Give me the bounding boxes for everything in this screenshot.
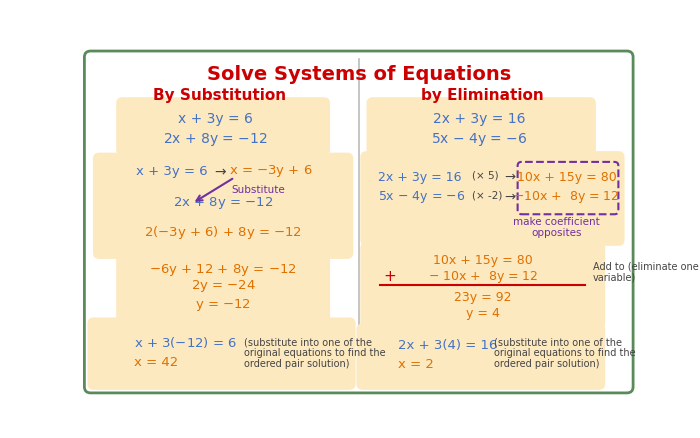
Text: original equations to find the: original equations to find the — [244, 348, 386, 358]
FancyBboxPatch shape — [85, 51, 633, 393]
FancyBboxPatch shape — [367, 97, 596, 156]
Text: 2x + 8y = $-$12: 2x + 8y = $-$12 — [163, 131, 268, 148]
Text: y = 4: y = 4 — [466, 307, 500, 320]
Text: $-$6y + 12 + 8y = $-$12: $-$6y + 12 + 8y = $-$12 — [149, 261, 297, 278]
FancyBboxPatch shape — [356, 324, 606, 390]
Text: $\rightarrow$: $\rightarrow$ — [502, 189, 517, 202]
Text: $-$ 10x +  8y = 12: $-$ 10x + 8y = 12 — [428, 268, 538, 285]
Text: 2x + 3(4) = 16: 2x + 3(4) = 16 — [398, 339, 497, 352]
Text: Solve Systems of Equations: Solve Systems of Equations — [206, 65, 511, 84]
Text: 10x + 15y = 80: 10x + 15y = 80 — [433, 254, 533, 267]
Text: (× -2): (× -2) — [472, 191, 503, 201]
Text: opposites: opposites — [531, 228, 582, 238]
Text: 2x + 8y = $-$12: 2x + 8y = $-$12 — [173, 195, 273, 212]
Text: 2x + 3y = 16: 2x + 3y = 16 — [378, 171, 461, 184]
FancyBboxPatch shape — [360, 151, 624, 246]
Text: $-$10x +  8y = 12: $-$10x + 8y = 12 — [513, 188, 620, 205]
Text: y = $-$12: y = $-$12 — [195, 297, 251, 313]
Text: ordered pair solution): ordered pair solution) — [494, 359, 600, 369]
Text: by Elimination: by Elimination — [421, 88, 544, 103]
Text: make coefficient: make coefficient — [513, 217, 600, 227]
Text: 5x $-$ 4y = $-$6: 5x $-$ 4y = $-$6 — [430, 131, 527, 148]
Text: By Substitution: By Substitution — [153, 88, 286, 103]
Text: 2y = $-$24: 2y = $-$24 — [190, 278, 256, 294]
Text: 2x + 3y = 16: 2x + 3y = 16 — [433, 112, 525, 126]
Text: x = $-$3y + 6: x = $-$3y + 6 — [228, 163, 312, 179]
FancyBboxPatch shape — [93, 153, 354, 259]
Text: 23y = 92: 23y = 92 — [454, 291, 512, 304]
Text: x + 3y = 6: x + 3y = 6 — [136, 165, 207, 178]
FancyBboxPatch shape — [116, 253, 330, 323]
Text: (substitute into one of the: (substitute into one of the — [494, 337, 622, 347]
Text: $\rightarrow$: $\rightarrow$ — [502, 169, 517, 182]
FancyBboxPatch shape — [116, 97, 330, 156]
Text: +: + — [384, 269, 396, 284]
Text: x + 3y = 6: x + 3y = 6 — [178, 112, 253, 126]
Text: ordered pair solution): ordered pair solution) — [244, 359, 349, 369]
Text: variable): variable) — [593, 272, 636, 283]
Text: Add to (eliminate one: Add to (eliminate one — [593, 261, 699, 272]
FancyBboxPatch shape — [88, 318, 356, 390]
FancyBboxPatch shape — [360, 242, 606, 329]
Text: 10x + 15y = 80: 10x + 15y = 80 — [517, 171, 616, 184]
Text: x + 3($-$12) = 6: x + 3($-$12) = 6 — [134, 335, 237, 350]
Text: Substitute: Substitute — [231, 185, 285, 194]
Text: $\rightarrow$: $\rightarrow$ — [211, 164, 227, 178]
Text: 2($-$3y + 6) + 8y = $-$12: 2($-$3y + 6) + 8y = $-$12 — [144, 224, 302, 241]
Text: x = 42: x = 42 — [134, 356, 178, 369]
Text: (substitute into one of the: (substitute into one of the — [244, 337, 372, 347]
Text: 5x $-$ 4y = $-$6: 5x $-$ 4y = $-$6 — [378, 189, 466, 205]
Text: x = 2: x = 2 — [398, 358, 433, 371]
Text: (× 5): (× 5) — [472, 171, 498, 181]
Text: original equations to find the: original equations to find the — [494, 348, 636, 358]
FancyBboxPatch shape — [517, 162, 618, 214]
